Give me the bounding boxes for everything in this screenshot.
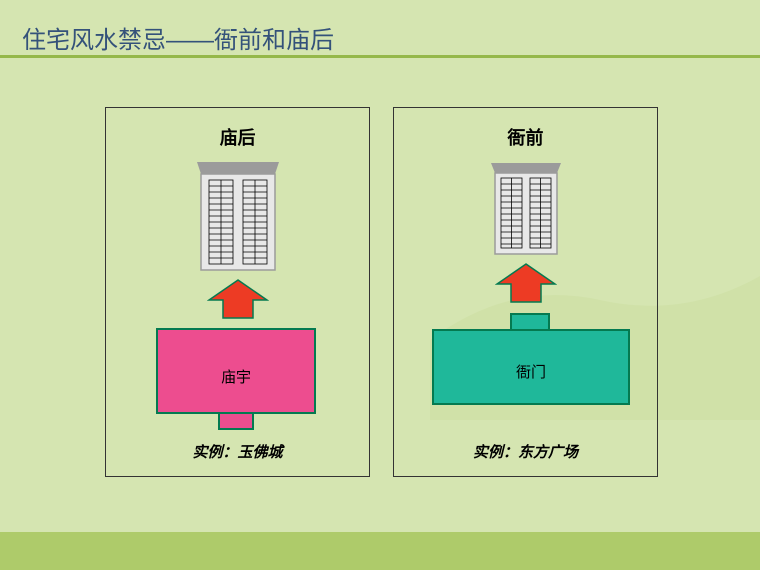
yamen-box-label: 衙门	[434, 361, 628, 382]
building-left	[193, 156, 283, 272]
temple-tab	[218, 412, 254, 430]
panel-left-title: 庙后	[106, 124, 369, 150]
footer-band	[0, 532, 760, 570]
temple-box: 庙宇	[156, 328, 316, 414]
panel-right: 衙前 衙门 实例：东方广场	[393, 107, 658, 477]
building-right	[488, 158, 564, 256]
temple-box-label: 庙宇	[158, 366, 314, 387]
title-underline	[0, 55, 760, 58]
yamen-box: 衙门	[432, 329, 630, 405]
arrow-left	[207, 278, 269, 325]
page-title: 住宅风水禁忌——衙前和庙后	[22, 20, 334, 55]
arrow-right	[495, 262, 557, 309]
caption-right: 实例：东方广场	[394, 441, 657, 462]
caption-left: 实例：玉佛城	[106, 441, 369, 462]
panel-right-title: 衙前	[394, 124, 657, 150]
panel-left: 庙后 庙宇 实例：玉佛城	[105, 107, 370, 477]
